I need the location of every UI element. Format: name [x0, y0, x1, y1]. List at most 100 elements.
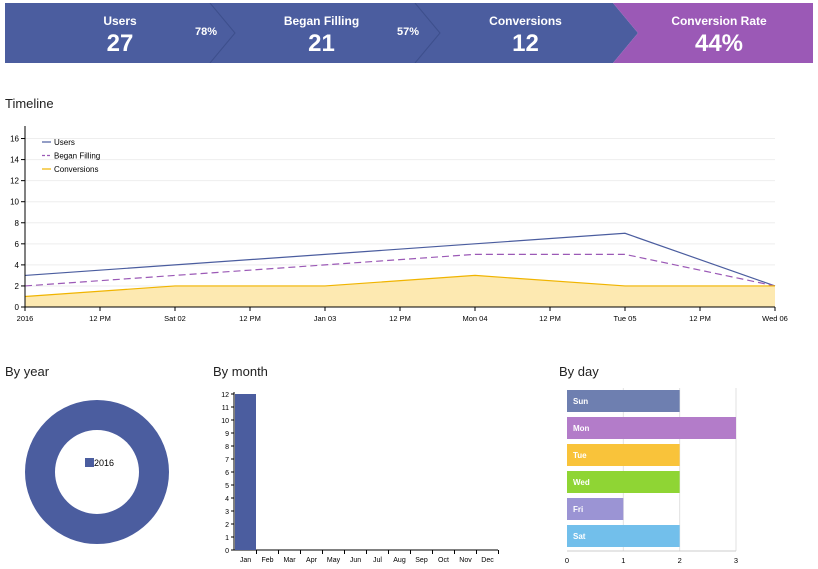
timeline-chart: 0 2 4 6 8 10 12 14 16 2016 12 PM Sat 02 12 PM Jan 03 1…: [10, 126, 788, 323]
y-tick-label: 16: [10, 135, 19, 144]
conversions-area: [25, 275, 775, 307]
x-tick-label: 0: [565, 556, 569, 565]
y-tick-label: 3: [225, 509, 229, 516]
day-bar-mon: [567, 417, 736, 439]
day-bar-wed: [567, 471, 680, 493]
by-year-donut-chart: 2016: [25, 400, 169, 544]
by-day-title: By day: [559, 364, 599, 379]
x-tick-label: May: [327, 557, 341, 564]
y-tick-label: 12: [221, 392, 229, 399]
x-tick-label: Wed 06: [762, 314, 788, 323]
stage-value: 21: [308, 30, 335, 57]
day-bar-sat: [567, 525, 680, 547]
donut-legend-label: 2016: [94, 458, 114, 468]
y-tick-label: 5: [225, 483, 229, 490]
day-bar-label: Wed: [573, 478, 590, 487]
stage-value: 27: [106, 30, 134, 57]
y-tick-label: 8: [225, 444, 229, 451]
funnel-segment-conversion-rate: [613, 3, 813, 63]
stage-value: 44%: [694, 30, 744, 57]
funnel-segment-began-filling: [210, 3, 440, 63]
series-line-began-filling: [24, 253, 776, 287]
donut-legend-swatch: [85, 458, 94, 467]
x-tick-label: 3: [734, 556, 738, 565]
day-bar-label: Tue: [573, 451, 587, 460]
stage-label: Users: [103, 14, 137, 28]
x-tick-label: 12 PM: [689, 314, 711, 323]
x-tick-label: Jul: [373, 557, 382, 564]
y-tick-label: 8: [15, 219, 20, 228]
day-bar-label: Sat: [573, 532, 586, 541]
y-tick-label: 2: [225, 522, 229, 529]
x-tick-label: 12 PM: [539, 314, 561, 323]
stage-label: Conversion Rate: [671, 14, 767, 28]
y-tick-label: 9: [225, 431, 229, 438]
y-tick-label: 10: [10, 198, 19, 207]
by-month-title: By month: [213, 364, 268, 379]
funnel-divider-2: [414, 3, 441, 63]
x-tick-label: 2016: [17, 314, 34, 323]
x-tick-label: Sep: [415, 557, 428, 564]
legend-label: Began Filling: [54, 152, 100, 161]
x-tick-label: 12 PM: [239, 314, 261, 323]
series-line-users: [24, 232, 776, 287]
y-tick-label: 4: [225, 496, 229, 503]
y-tick-label: 11: [222, 405, 229, 412]
series-line-conversions: [24, 274, 775, 298]
month-bar-jan: [235, 394, 256, 550]
day-bar-label: Fri: [573, 505, 583, 514]
y-tick-label: 0: [225, 548, 229, 555]
day-bar-label: Sun: [573, 397, 588, 406]
x-tick-label: 1: [621, 556, 625, 565]
funnel-percent-1: 78%: [195, 26, 218, 38]
funnel-stage-users: Users 27: [5, 3, 235, 63]
x-tick-label: Feb: [261, 557, 273, 564]
y-tick-label: 7: [225, 457, 229, 464]
funnel-stage-conversion-rate: Conversion Rate 44%: [625, 3, 813, 63]
funnel-stage-began-filling: Began Filling 21: [220, 3, 423, 63]
x-tick-label: 12 PM: [389, 314, 411, 323]
y-tick-label: 14: [10, 156, 19, 165]
x-tick-label: Sat 02: [164, 314, 186, 323]
day-bar-sun: [567, 390, 680, 412]
funnel-segment-users: [5, 3, 235, 63]
timeline-title: Timeline: [5, 96, 54, 111]
funnel-percent-2: 57%: [397, 26, 420, 38]
x-tick-label: Oct: [438, 557, 449, 564]
y-tick-label: 1: [225, 535, 229, 542]
x-tick-label: Jun: [350, 557, 361, 564]
by-year-title: By year: [5, 364, 50, 379]
x-tick-label: 12 PM: [89, 314, 111, 323]
x-tick-label: Mar: [283, 557, 296, 564]
stage-label: Conversions: [489, 14, 562, 28]
legend-label: Conversions: [54, 165, 98, 174]
stage-label: Began Filling: [283, 14, 360, 28]
y-tick-label: 0: [15, 303, 20, 312]
x-tick-label: Tue 05: [613, 314, 636, 323]
y-tick-label: 2: [15, 282, 20, 291]
x-tick-label: Dec: [481, 557, 494, 564]
y-tick-label: 6: [15, 240, 20, 249]
y-tick-label: 4: [15, 261, 20, 270]
day-bar-tue: [567, 444, 680, 466]
funnel-shapes: [5, 3, 813, 63]
funnel-stage-conversions: Conversions 12: [423, 3, 628, 63]
x-tick-label: 2: [678, 556, 682, 565]
x-tick-label: Jan 03: [314, 314, 337, 323]
x-tick-label: Nov: [459, 557, 472, 564]
funnel-summary: Users 27 78% Began Filling 21 57% Conver…: [5, 3, 813, 63]
funnel-segment-conversions: [415, 3, 638, 63]
x-tick-label: Mon 04: [462, 314, 487, 323]
day-bar-fri: [567, 498, 624, 520]
y-tick-label: 10: [221, 418, 229, 425]
funnel-divider-1: [209, 3, 236, 63]
day-bar-label: Mon: [573, 424, 590, 433]
donut-slice-2016: [25, 400, 169, 544]
x-tick-label: Aug: [393, 557, 406, 564]
by-day-bar-chart: 0 1 2 3 Sun Mon Tue Wed Fri Sat: [565, 388, 738, 565]
x-tick-label: Apr: [306, 557, 318, 564]
stage-value: 12: [512, 30, 539, 57]
y-tick-label: 6: [225, 470, 229, 477]
x-tick-label: Jan: [240, 557, 251, 564]
